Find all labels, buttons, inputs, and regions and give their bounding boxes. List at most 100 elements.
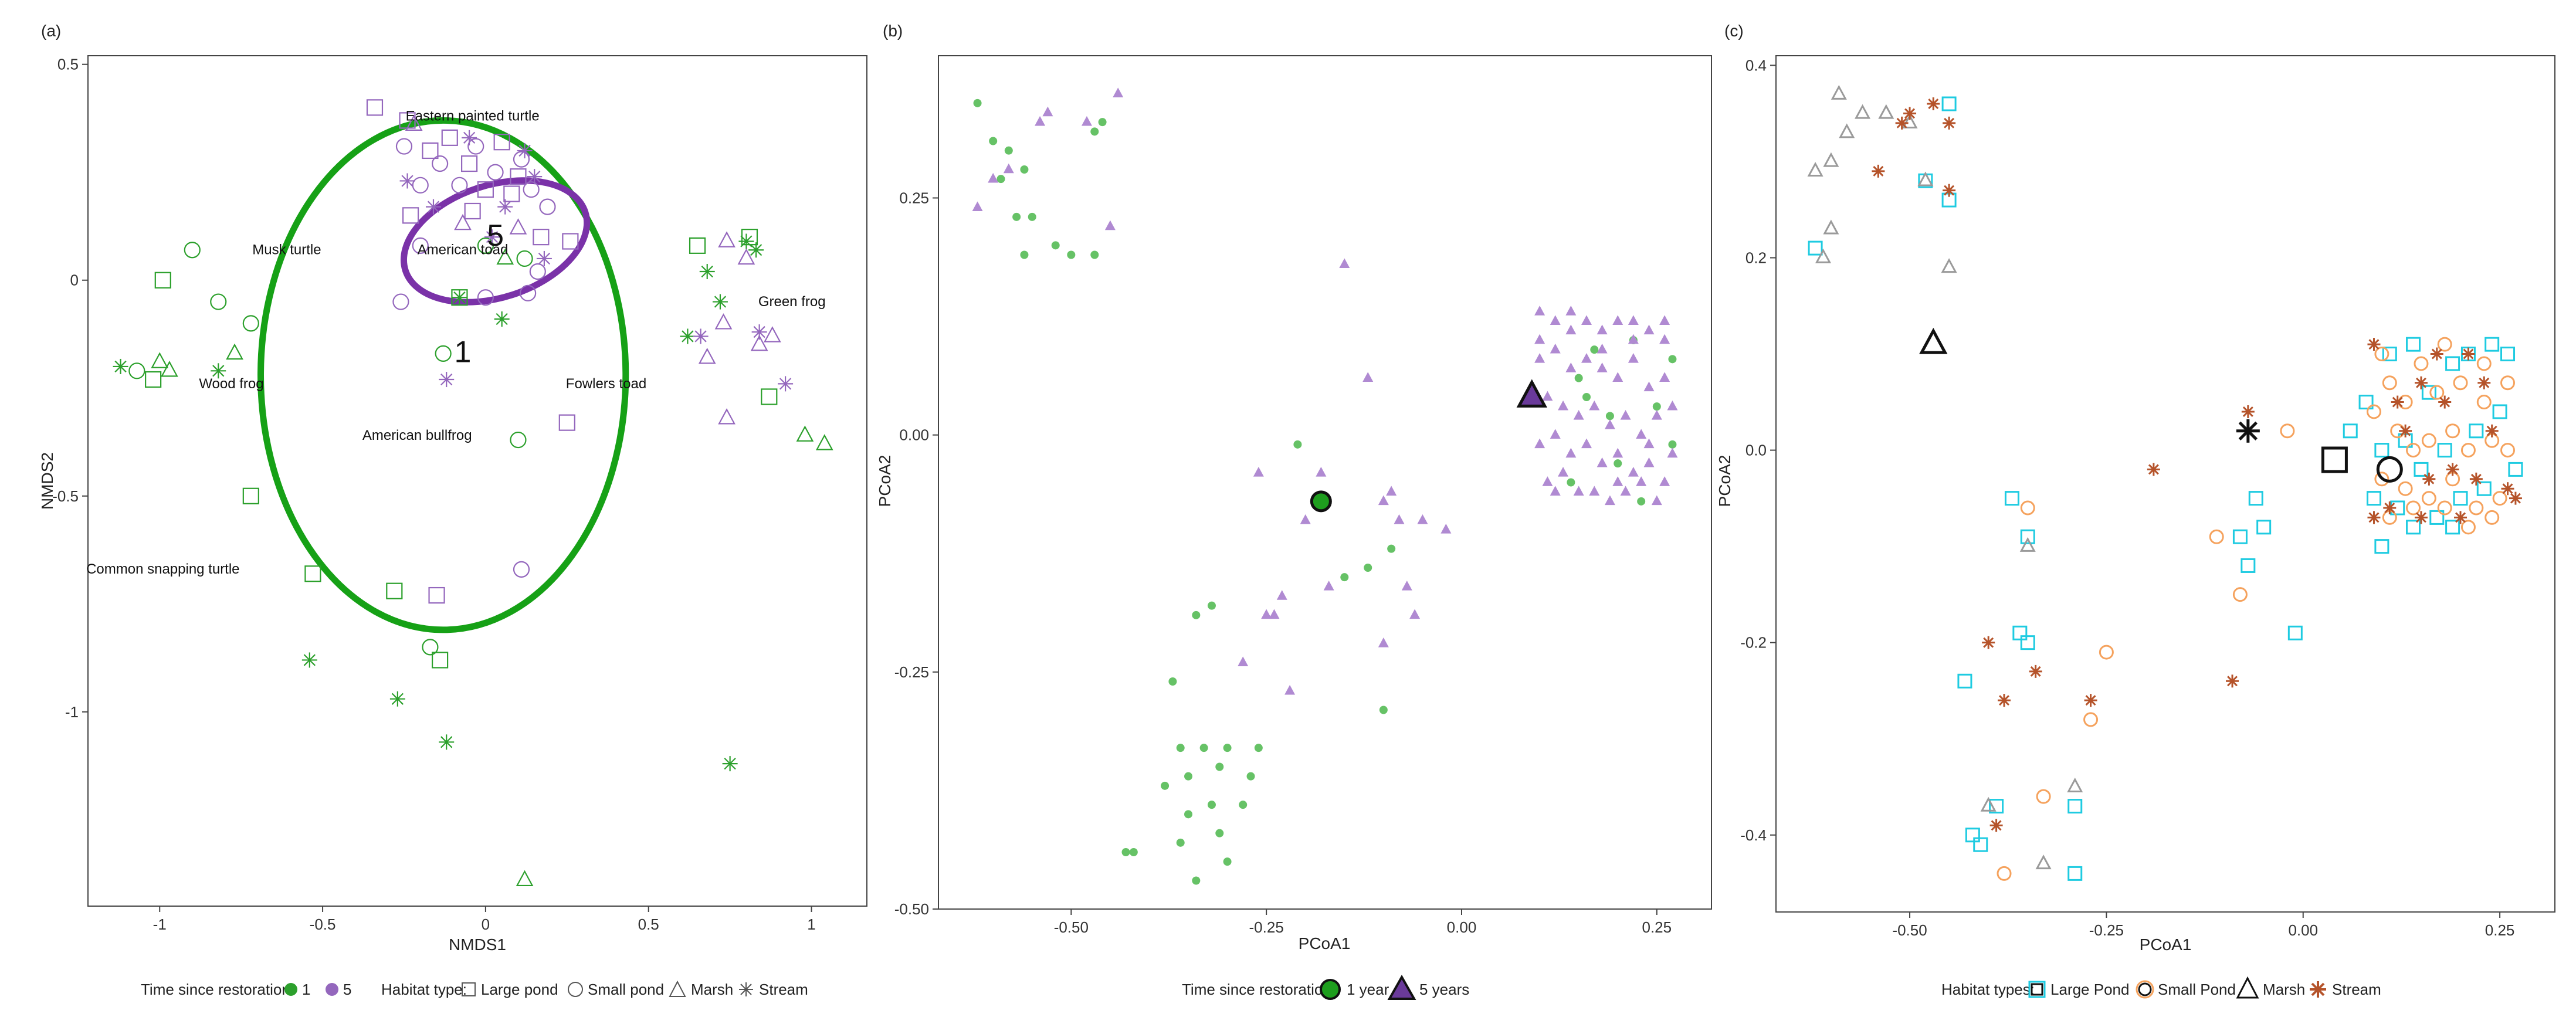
data-point (2500, 443, 2516, 458)
data-point (2414, 511, 2428, 524)
y-tick-label: 0.00 (899, 426, 929, 444)
data-point (1565, 306, 1577, 316)
data-point (2492, 404, 2507, 419)
data-point (1020, 250, 1029, 259)
panel-label-b: (b) (883, 22, 903, 40)
data-point (210, 293, 227, 310)
legend-label-marsh-c: Marsh (2263, 981, 2305, 998)
data-point (1668, 355, 1677, 364)
data-point (1550, 315, 1561, 325)
y-tick-label: 0.25 (899, 189, 929, 207)
data-point (1254, 744, 1263, 752)
data-point (2414, 462, 2429, 477)
plot-frame-a (87, 55, 867, 907)
legend-label-marsh: Marsh (691, 981, 733, 998)
legend-label-small-pond: Small pond (588, 981, 664, 998)
data-point (2421, 385, 2436, 400)
legend-title-c: Habitat types: (1941, 981, 2035, 998)
species-label: Fowlers toad (566, 376, 646, 392)
data-point (2462, 347, 2475, 361)
data-point (1628, 334, 1639, 344)
data-point (2343, 423, 2358, 439)
panel-b-pcoa-time: (b) -0.50 -0.25 0.00 0.250.250.00-0.25-0.50… (876, 22, 1712, 1000)
data-point (1090, 250, 1099, 259)
data-point (2469, 472, 2483, 486)
data-point (113, 358, 128, 374)
data-point (242, 315, 259, 332)
data-point (422, 142, 439, 160)
data-point (1316, 466, 1327, 477)
legend-marker-small-pond-c-outline (2138, 982, 2152, 996)
species-labels-a: Eastern painted turtle Musk turtle America… (86, 108, 826, 577)
data-point (1558, 466, 1569, 477)
data-point (2500, 375, 2516, 391)
data-point (1807, 162, 1823, 177)
data-point (454, 213, 472, 230)
data-point (748, 242, 764, 258)
legend-label-stream-c: Stream (2332, 981, 2381, 998)
data-point (738, 233, 754, 249)
data-point (2421, 491, 2436, 506)
data-point (2445, 356, 2460, 371)
data-point (2209, 529, 2224, 544)
data-point (1293, 440, 1302, 449)
data-point (1980, 796, 1997, 812)
legend-label-large-pond-c: Large Pond (2050, 981, 2129, 998)
data-point (493, 134, 510, 151)
data-point (392, 293, 409, 310)
y-tick-label: -0.2 (1740, 634, 1767, 652)
data-point (778, 376, 794, 392)
species-label: Eastern painted turtle (406, 108, 540, 124)
data-point (2406, 337, 2421, 352)
data-point (2287, 625, 2303, 640)
legend-title-b: Time since restoration: (1182, 981, 1336, 998)
data-point (477, 181, 494, 198)
x-tick-label: 0.25 (2485, 921, 2515, 939)
data-point (2485, 510, 2500, 525)
data-point (693, 328, 709, 344)
data-point (494, 311, 510, 327)
data-point (452, 290, 467, 306)
data-point (2248, 491, 2263, 506)
data-point (1565, 362, 1577, 372)
data-point (1941, 96, 1957, 111)
data-point (435, 345, 452, 362)
data-point (1192, 876, 1201, 885)
data-point (2398, 481, 2413, 496)
data-point (1652, 402, 1661, 411)
centroid-stream (2236, 419, 2260, 443)
data-point (1300, 514, 1311, 524)
legend-marker-marsh (669, 980, 686, 997)
data-point (1440, 523, 1452, 534)
data-point (2437, 337, 2452, 352)
panel-label-a: (a) (41, 22, 61, 40)
data-point (1667, 400, 1678, 411)
data-point (1628, 352, 1639, 363)
y-tick-label: -0.25 (894, 663, 929, 681)
data-point (1636, 429, 1647, 439)
data-point (439, 372, 455, 388)
data-point (2437, 443, 2452, 458)
data-point (1659, 372, 1670, 382)
y-tick-label: 0.2 (1745, 249, 1767, 266)
legend-marker-5-years (1387, 974, 1416, 1000)
data-point (1612, 315, 1623, 325)
data-point (1090, 127, 1099, 136)
data-point (1989, 819, 2003, 832)
data-point (1982, 636, 1995, 649)
data-point (2029, 664, 2042, 678)
data-point (145, 371, 162, 388)
points-a (113, 99, 833, 887)
legend-marker-large-pond (462, 982, 476, 996)
data-point (1081, 116, 1092, 126)
data-point (1067, 250, 1076, 259)
data-point (1590, 345, 1599, 354)
points-b (972, 87, 1678, 885)
data-point (2232, 529, 2248, 544)
data-point (1534, 352, 1545, 363)
centroid-large-pond (2321, 446, 2348, 473)
data-point (972, 201, 983, 211)
data-point (2099, 645, 2114, 660)
data-point (1973, 837, 1988, 852)
